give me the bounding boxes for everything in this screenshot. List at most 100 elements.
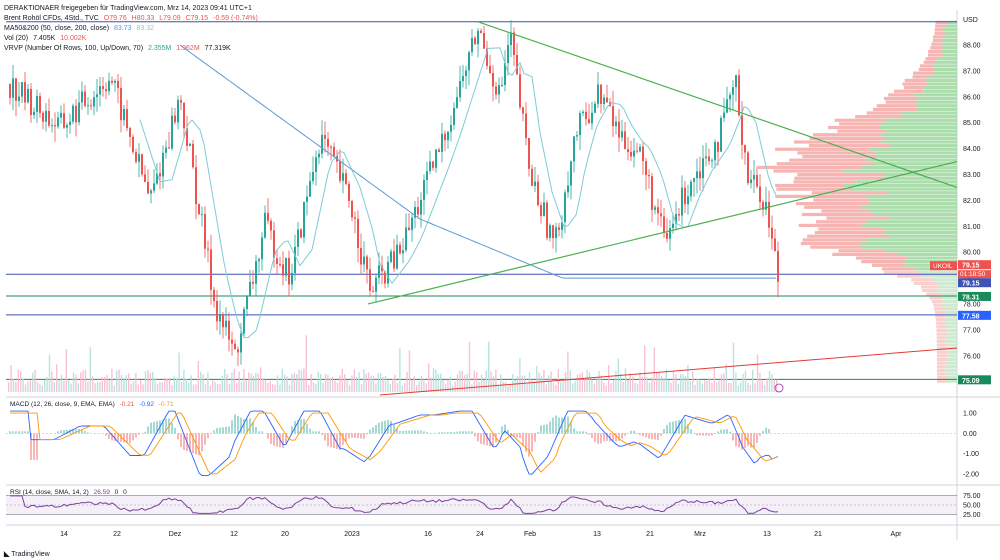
tradingview-footer[interactable]: ◣ TradingView [4, 550, 50, 558]
candle-body [360, 247, 362, 265]
macd-histogram-bar [714, 433, 716, 434]
volume-profile-down-bar [936, 361, 945, 365]
candle-body [651, 176, 653, 210]
volume-bar [262, 378, 264, 392]
rsi-legend[interactable]: RSI (14, close, SMA, 14, 2) 26.59 0 0 [10, 489, 130, 496]
candle-body [471, 37, 473, 53]
candle-body [324, 134, 326, 139]
macd-histogram-bar [336, 433, 338, 449]
volume-bar [596, 377, 598, 392]
candle-body [246, 295, 248, 310]
ohlc-low: L79.09 [159, 15, 181, 22]
volume-bar [48, 354, 51, 392]
symbol-name[interactable]: Brent Rohöl CFDs, 4Std., TVC [4, 15, 99, 22]
candle-body [687, 196, 689, 205]
candle-body [39, 96, 41, 113]
volume-bar [425, 383, 427, 392]
volume-profile-down-bar [876, 104, 916, 108]
candle-body [114, 80, 116, 83]
ma-legend[interactable]: MA50&200 (50, close, 200, close) 83.73 8… [4, 24, 261, 34]
volume-bar [168, 377, 171, 392]
candle-body [423, 179, 425, 200]
volume-bar [716, 382, 718, 392]
volume-bar [36, 381, 39, 392]
volume-profile-up-bar [862, 245, 957, 249]
volume-bar [272, 384, 274, 392]
volume-profile-up-bar [843, 169, 957, 173]
volume-bar [240, 381, 243, 392]
volume-bar [392, 378, 394, 392]
volume-bar [466, 373, 468, 392]
volume-bar [281, 368, 283, 392]
candle-body [279, 263, 281, 265]
volume-profile-down-bar [813, 198, 870, 202]
candle-body [138, 154, 140, 162]
macd-histogram-bar [447, 432, 449, 434]
last-price-tag-2: 79.15 [962, 281, 980, 288]
volume-profile-down-bar [794, 176, 883, 180]
volume-profile-down-bar [933, 35, 943, 39]
volume-bar [567, 351, 569, 392]
volume-profile-down-bar [807, 234, 889, 238]
macd-histogram-bar [120, 433, 122, 442]
macd-histogram-bar [219, 427, 221, 434]
macd-histogram-bar [435, 432, 437, 434]
macd-histogram-bar [327, 433, 329, 447]
rsi-band [6, 495, 957, 515]
support-tag-1: 78.31 [962, 294, 980, 301]
volume-bar [178, 352, 180, 392]
candle-body [285, 257, 287, 276]
volume-bar [58, 380, 60, 392]
macd-histogram-bar [84, 431, 86, 434]
volume-profile-up-bar [918, 96, 957, 101]
volume-profile-down-bar [936, 350, 948, 354]
macd-histogram-bar [624, 433, 626, 436]
volume-bar [94, 383, 96, 392]
macd-histogram-bar [72, 429, 74, 434]
volume-bar [348, 384, 351, 392]
macd-histogram-bar [297, 420, 299, 434]
macd-histogram-bar [708, 433, 710, 436]
vol-ma-value: 10.002K [60, 35, 87, 42]
volume-profile-up-bar [946, 20, 957, 25]
macd-histogram-bar [657, 433, 659, 440]
volume-profile-up-bar [882, 122, 957, 126]
volume-bar [15, 381, 17, 392]
volume-bar [10, 365, 12, 392]
volume-bar [255, 372, 257, 392]
macd-histogram-bar [405, 430, 407, 434]
volume-bar [108, 380, 111, 392]
macd-histogram-bar [237, 415, 239, 434]
volume-profile-up-bar [945, 372, 957, 376]
volume-profile-up-bar [862, 223, 957, 227]
volume-bar [411, 380, 413, 392]
vol-legend[interactable]: Vol (20) 7.405K 10.002K [4, 34, 261, 44]
volume-bar [380, 373, 382, 392]
candle-body [204, 213, 206, 249]
volume-profile-up-bar [940, 49, 957, 53]
volume-bar [84, 370, 87, 392]
rsi-v3: 0 [123, 489, 127, 496]
macd-histogram-bar [123, 433, 125, 443]
candle-body [261, 237, 263, 260]
candle-body [177, 99, 179, 123]
macd-line [10, 410, 779, 476]
macd-histogram-bar [630, 430, 632, 434]
macd-histogram-bar [654, 433, 656, 440]
candle-body [408, 227, 410, 231]
volume-bar [135, 372, 137, 392]
candle-body [33, 111, 35, 115]
volume-bar [224, 368, 226, 392]
candle-body [582, 111, 584, 114]
volume-profile-down-bar [936, 325, 947, 329]
macd-legend[interactable]: MACD (12, 26, close, 9, EMA, EMA) -0.21 … [10, 401, 177, 408]
volume-bar [627, 380, 629, 392]
volume-profile-up-bar [945, 314, 957, 318]
volume-bar [500, 374, 502, 392]
time-tick-label: 12 [230, 531, 238, 538]
vrvp-legend[interactable]: VRVP (Number Of Rows, 100, Up/Down, 70) … [4, 44, 261, 54]
volume-bar [65, 348, 67, 392]
volume-bar [142, 384, 144, 392]
candle-body [414, 206, 416, 218]
volume-bar [725, 363, 727, 392]
